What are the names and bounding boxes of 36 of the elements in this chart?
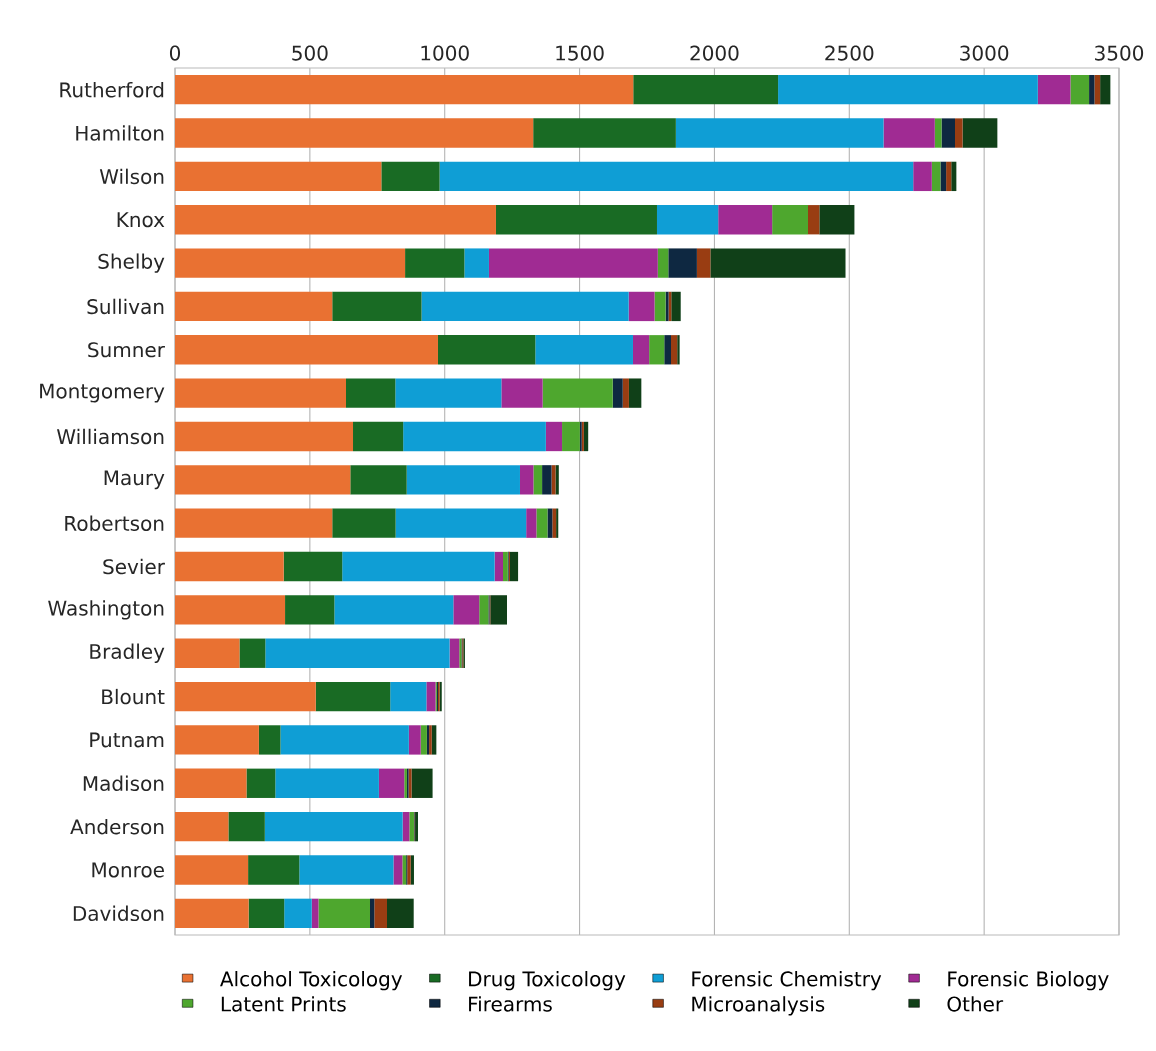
y-tick-label: Rutherford xyxy=(60,81,164,98)
y-tick-label: Sevier xyxy=(103,558,165,575)
y-tick-label: Wilson xyxy=(99,168,164,185)
legend-label: Firearms xyxy=(469,996,552,1012)
y-tick-label: Sullivan xyxy=(87,298,164,315)
y-tick-label: Sumner xyxy=(88,342,165,358)
y-tick-label: Bradley xyxy=(90,643,165,663)
x-tick-label: 2000 xyxy=(690,45,739,61)
legend-label: Latent Prints xyxy=(221,996,346,1012)
y-tick-label: Robertson xyxy=(65,515,164,531)
y-tick-label: Madison xyxy=(83,775,164,792)
y-tick-label: Knox xyxy=(117,212,165,228)
y-tick-label: Anderson xyxy=(70,818,164,835)
x-tick-label: 1500 xyxy=(556,45,604,61)
y-tick-label: Davidson xyxy=(73,905,164,922)
legend-label: Microanalysis xyxy=(692,996,825,1016)
y-tick-label: Washington xyxy=(48,600,164,620)
x-tick-label: 2500 xyxy=(825,45,874,61)
legend-label: Other xyxy=(947,996,1004,1012)
x-tick-label: 0 xyxy=(169,45,181,61)
y-tick-label: Shelby xyxy=(98,253,165,273)
y-tick-label: Montgomery xyxy=(40,383,165,403)
x-tick-label: 3500 xyxy=(1095,45,1144,61)
y-tick-label: Maury xyxy=(104,470,165,490)
y-tick-label: Putnam xyxy=(90,732,164,748)
x-tick-label: 500 xyxy=(292,45,328,61)
legend-label: Forensic Biology xyxy=(948,970,1109,991)
x-tick-label: 1000 xyxy=(421,45,469,61)
y-tick-label: Williamson xyxy=(57,428,164,445)
y-tick-label: Blount xyxy=(102,688,165,705)
y-tick-label: Hamilton xyxy=(76,125,164,141)
y-tick-label: Monroe xyxy=(92,862,164,878)
legend-label: Drug Toxicology xyxy=(469,970,626,991)
x-tick-label: 3000 xyxy=(960,45,1009,61)
legend-label: Forensic Chemistry xyxy=(692,970,882,991)
legend-label: Alcohol Toxicology xyxy=(220,970,403,991)
